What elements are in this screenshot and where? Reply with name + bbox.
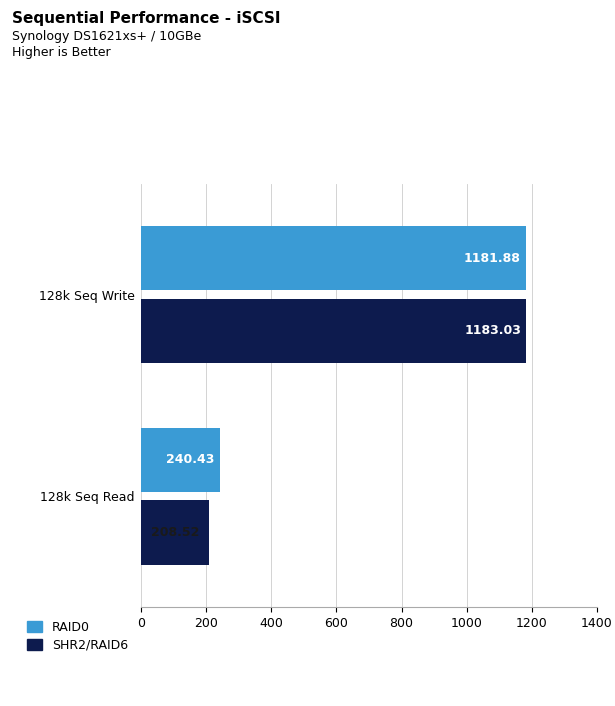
Text: Higher is Better: Higher is Better xyxy=(12,46,111,59)
Text: 240.43: 240.43 xyxy=(166,453,215,467)
Bar xyxy=(141,226,526,290)
Bar xyxy=(141,299,526,363)
Text: 208.52: 208.52 xyxy=(151,526,199,539)
Text: Sequential Performance - iSCSI: Sequential Performance - iSCSI xyxy=(12,11,281,25)
Bar xyxy=(141,501,209,565)
Legend: RAID0, SHR2/RAID6: RAID0, SHR2/RAID6 xyxy=(27,621,128,652)
Text: 1181.88: 1181.88 xyxy=(464,252,521,265)
Text: Synology DS1621xs+ / 10GBe: Synology DS1621xs+ / 10GBe xyxy=(12,30,202,42)
Text: 1183.03: 1183.03 xyxy=(464,324,521,337)
Bar xyxy=(141,428,220,492)
